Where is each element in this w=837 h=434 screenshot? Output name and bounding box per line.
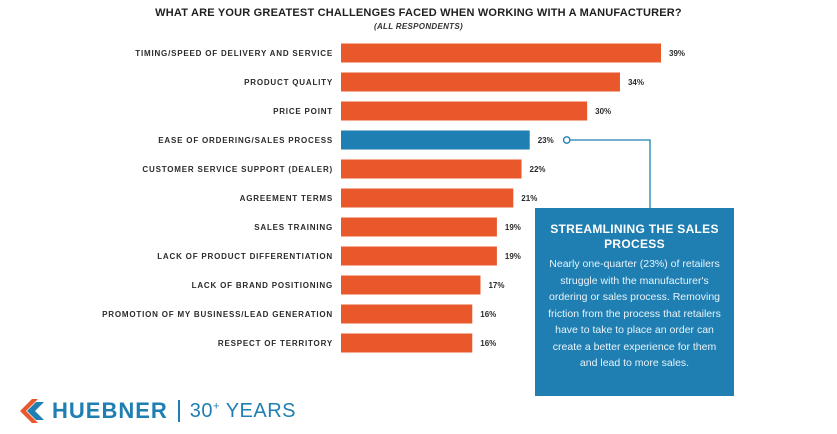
callout-body: Nearly one-quarter (23%) of retailers st… <box>548 258 721 369</box>
category-label: PROMOTION OF MY BUSINESS/LEAD GENERATION <box>102 310 333 319</box>
value-label: 19% <box>505 223 521 232</box>
huebner-mark-icon <box>20 399 44 423</box>
bar <box>341 304 473 324</box>
category-label: SALES TRAINING <box>254 223 333 232</box>
value-label: 22% <box>530 165 546 174</box>
value-label: 21% <box>521 194 537 203</box>
value-label: 30% <box>595 107 611 116</box>
bar <box>341 43 661 63</box>
connector-line <box>569 139 651 208</box>
value-label: 34% <box>628 78 644 87</box>
bar <box>341 72 620 92</box>
category-label: TIMING/SPEED OF DELIVERY AND SERVICE <box>135 49 333 58</box>
category-label: RESPECT OF TERRITORY <box>218 339 333 348</box>
chart-title: WHAT ARE YOUR GREATEST CHALLENGES FACED … <box>155 7 682 19</box>
value-label: 17% <box>488 281 504 290</box>
brand-logo: HUEBNER 30+ YEARS <box>18 394 296 428</box>
brand-years-plus: + <box>213 399 220 412</box>
bar <box>341 246 497 266</box>
category-label: CUSTOMER SERVICE SUPPORT (DEALER) <box>142 165 333 174</box>
bar <box>341 159 522 179</box>
bar <box>341 333 473 353</box>
bar <box>341 101 588 121</box>
callout-title: STREAMLINING THE SALES PROCESS <box>550 222 719 251</box>
value-label: 16% <box>480 310 496 319</box>
connector-dot <box>562 136 571 144</box>
category-label: PRODUCT QUALITY <box>244 78 333 87</box>
value-label: 23% <box>538 136 554 145</box>
value-label: 19% <box>505 252 521 261</box>
chart-subtitle: (ALL RESPONDENTS) <box>374 22 463 31</box>
bar-highlight <box>341 130 530 150</box>
value-label: 16% <box>480 339 496 348</box>
brand-years-word: YEARS <box>225 399 296 422</box>
category-label: LACK OF BRAND POSITIONING <box>192 281 333 290</box>
value-label: 39% <box>669 49 685 58</box>
brand-divider <box>177 400 180 422</box>
bar <box>341 217 497 237</box>
bar <box>341 275 481 295</box>
brand-name: HUEBNER <box>52 398 168 423</box>
bar <box>341 188 514 208</box>
category-label: AGREEMENT TERMS <box>240 194 333 203</box>
category-label: EASE OF ORDERING/SALES PROCESS <box>158 136 333 145</box>
brand-years: 30+ YEARS <box>190 400 296 423</box>
category-label: LACK OF PRODUCT DIFFERENTIATION <box>157 252 333 261</box>
callout-box: STREAMLINING THE SALES PROCESS Nearly on… <box>535 208 734 396</box>
brand-years-number: 30 <box>189 399 214 422</box>
category-label: PRICE POINT <box>273 107 333 116</box>
